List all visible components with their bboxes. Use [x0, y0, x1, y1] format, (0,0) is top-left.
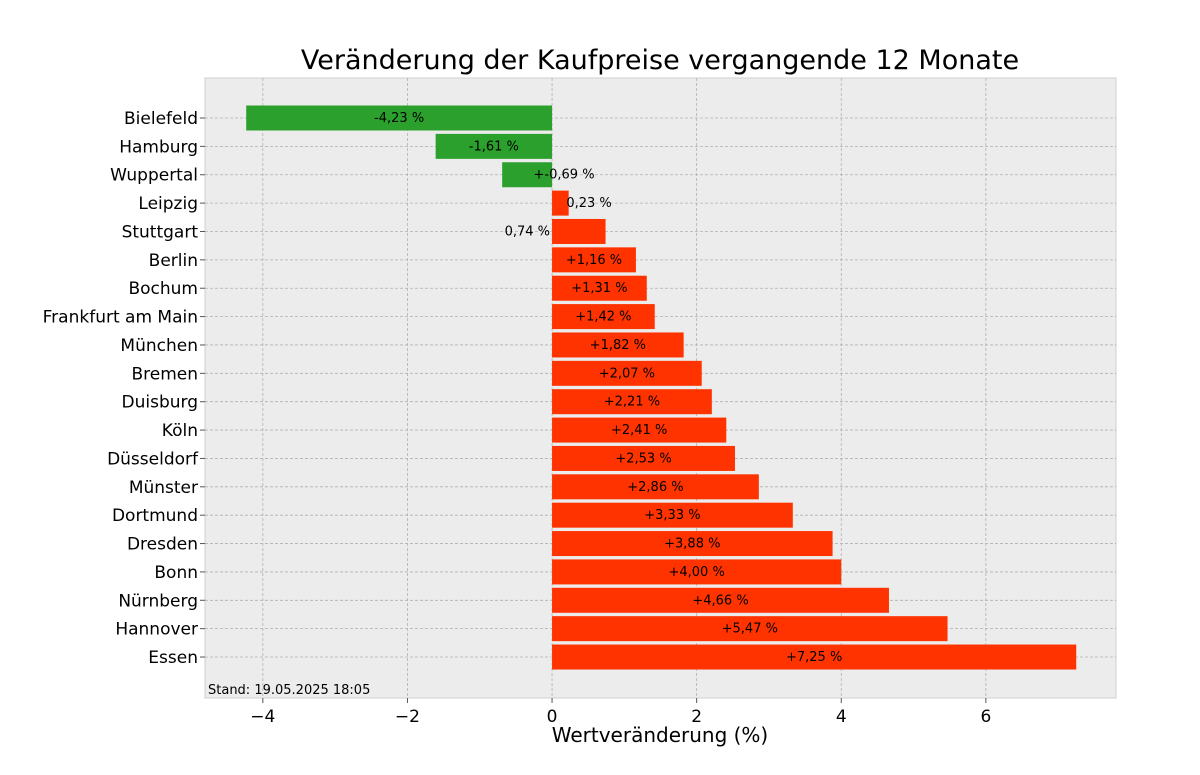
data-label: +-0,69 % — [534, 168, 595, 183]
category-label: Bielefeld — [124, 109, 198, 129]
category-labels: Bielefeld Hamburg Wuppertal Leipzig Stuttgar… — [43, 109, 205, 668]
category-label: Hamburg — [119, 137, 198, 157]
category-label: Köln — [162, 421, 198, 441]
bar — [552, 332, 684, 358]
bar — [552, 190, 569, 216]
category-label: Essen — [148, 648, 198, 668]
category-label: Dresden — [127, 535, 198, 555]
data-label: +2,86 % — [627, 480, 683, 495]
data-label: 0,23 % — [566, 196, 611, 211]
data-label: -4,23 % — [374, 111, 424, 126]
category-label: Stuttgart — [122, 222, 199, 242]
data-label: +3,88 % — [664, 537, 720, 552]
category-label: Bonn — [154, 563, 198, 583]
data-label: +3,33 % — [644, 508, 700, 523]
x-tick-labels: −4 −2 0 2 4 6 — [250, 698, 991, 727]
bar — [552, 360, 702, 386]
x-axis-label: Wertveränderung (%) — [552, 723, 769, 747]
category-label: Berlin — [149, 251, 198, 271]
bar — [552, 389, 712, 415]
bar — [552, 275, 647, 301]
category-label: Hannover — [115, 620, 198, 640]
data-label: +7,25 % — [786, 650, 842, 665]
category-label: Dortmund — [112, 506, 198, 526]
bar — [502, 162, 553, 188]
data-label: +2,07 % — [599, 366, 655, 381]
x-tick-label: 2 — [691, 707, 702, 727]
bar — [552, 587, 889, 613]
data-label: -1,61 % — [469, 139, 519, 154]
data-label: +1,31 % — [571, 281, 627, 296]
category-label: Duisburg — [122, 393, 199, 413]
x-tick-label: −2 — [395, 707, 420, 727]
bar — [552, 218, 606, 244]
x-tick-label: 6 — [980, 707, 991, 727]
data-label: +1,82 % — [590, 338, 646, 353]
data-labels: -4,23 % -1,61 % +-0,69 % 0,23 % 0,74 % +1,16 … — [374, 111, 842, 665]
category-label: Frankfurt am Main — [43, 308, 198, 328]
x-tick-label: 4 — [836, 707, 847, 727]
category-label: Nürnberg — [118, 591, 198, 611]
data-label: +1,42 % — [575, 310, 631, 325]
bar — [552, 502, 793, 528]
bar — [552, 559, 842, 585]
category-label: Düsseldorf — [107, 449, 199, 469]
bar — [552, 531, 833, 557]
data-label: +2,41 % — [611, 423, 667, 438]
data-label: +4,66 % — [692, 593, 748, 608]
x-tick-label: 0 — [547, 707, 558, 727]
chart-title: Veränderung der Kaufpreise vergangende 1… — [301, 45, 1019, 76]
x-tick-label: −4 — [250, 707, 275, 727]
data-label: +5,47 % — [722, 622, 778, 637]
bar — [552, 644, 1077, 670]
bar — [552, 417, 727, 443]
category-label: Leipzig — [138, 194, 198, 214]
category-label: Bochum — [128, 279, 198, 299]
bar — [435, 133, 553, 159]
data-label: +2,53 % — [615, 451, 671, 466]
data-label: +4,00 % — [668, 565, 724, 580]
data-label: +1,16 % — [566, 253, 622, 268]
category-label: Wuppertal — [110, 166, 198, 186]
data-label: 0,74 % — [505, 224, 550, 239]
timestamp-note: Stand: 19.05.2025 18:05 — [208, 683, 370, 698]
category-label: München — [120, 336, 198, 356]
bar — [552, 445, 735, 471]
bar — [552, 474, 759, 500]
data-label: +2,21 % — [604, 395, 660, 410]
bar — [246, 105, 553, 131]
bar — [552, 304, 655, 330]
category-label: Münster — [129, 478, 198, 498]
bars — [246, 105, 1077, 670]
bar — [552, 247, 636, 273]
bar — [552, 616, 948, 642]
category-label: Bremen — [131, 364, 198, 384]
